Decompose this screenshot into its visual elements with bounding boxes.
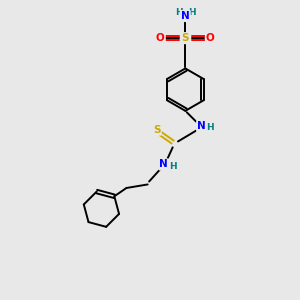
Text: O: O [206, 33, 215, 43]
Text: S: S [153, 125, 160, 135]
Text: N: N [160, 159, 168, 170]
Text: H: H [188, 8, 196, 17]
Text: N: N [181, 11, 190, 21]
Text: H: H [169, 162, 177, 171]
Text: H: H [175, 8, 183, 17]
Text: H: H [206, 123, 214, 132]
Text: N: N [197, 121, 206, 131]
Text: S: S [182, 33, 189, 43]
Text: O: O [156, 33, 165, 43]
